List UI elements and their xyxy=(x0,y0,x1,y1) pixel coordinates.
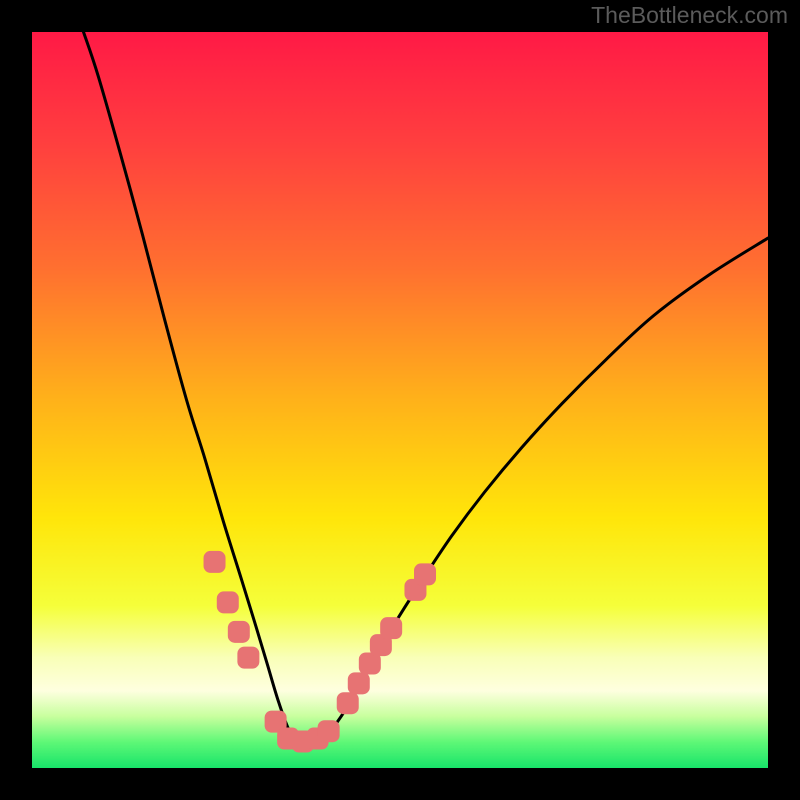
bottleneck-curve xyxy=(84,32,768,746)
curve-marker-group xyxy=(204,551,436,753)
curve-marker xyxy=(217,591,239,613)
watermark-text: TheBottleneck.com xyxy=(591,2,788,29)
curve-marker xyxy=(348,672,370,694)
curve-marker xyxy=(380,617,402,639)
curve-marker xyxy=(318,720,340,742)
curve-marker xyxy=(204,551,226,573)
curve-marker xyxy=(228,621,250,643)
curve-marker xyxy=(337,692,359,714)
curve-marker xyxy=(237,647,259,669)
curve-marker xyxy=(414,563,436,585)
chart-overlay-svg xyxy=(32,32,768,768)
chart-frame xyxy=(32,32,768,768)
